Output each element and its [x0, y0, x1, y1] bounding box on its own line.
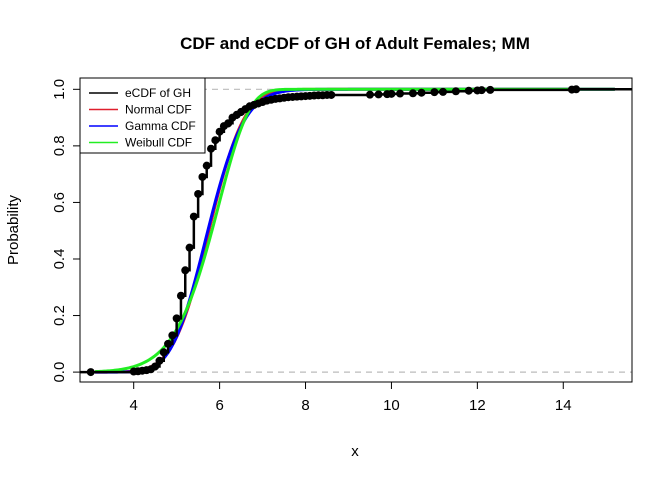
- chart-title: CDF and eCDF of GH of Adult Females; MM: [180, 34, 530, 53]
- ecdf-point: [365, 90, 374, 99]
- ecdf-point: [430, 88, 439, 97]
- ecdf-point: [477, 86, 486, 95]
- ecdf-point: [224, 119, 233, 128]
- x-axis: 4 6 8 10 12 14: [130, 382, 572, 414]
- x-tick-label: 12: [469, 397, 486, 414]
- plot-area: [80, 85, 632, 377]
- x-tick-label: 8: [301, 397, 309, 414]
- y-tick-label: 0.0: [51, 362, 68, 383]
- ecdf-point: [181, 266, 190, 275]
- ecdf-point: [86, 368, 95, 377]
- x-tick-label: 10: [383, 397, 400, 414]
- ecdf-point: [417, 88, 426, 97]
- ecdf-point: [486, 85, 495, 94]
- ecdf-point: [464, 86, 473, 95]
- legend-label: Gamma CDF: [125, 119, 196, 133]
- ecdf-point: [327, 90, 336, 99]
- ecdf-point: [159, 348, 168, 357]
- ecdf-point: [572, 85, 581, 94]
- y-tick-label: 0.6: [51, 192, 68, 213]
- x-axis-title: x: [351, 443, 359, 460]
- ecdf-point: [198, 172, 207, 181]
- legend: eCDF of GH Normal CDF Gamma CDF Weibull CDF: [79, 77, 206, 154]
- ecdf-point: [176, 291, 185, 300]
- ecdf-point: [172, 314, 181, 323]
- y-tick-label: 1.0: [51, 79, 68, 100]
- ecdf-point: [387, 89, 396, 98]
- ecdf-point: [451, 87, 460, 96]
- y-tick-label: 0.2: [51, 305, 68, 326]
- ecdf-point: [215, 127, 224, 136]
- ecdf-point: [189, 212, 198, 221]
- ecdf-point: [185, 243, 194, 252]
- y-tick-label: 0.4: [51, 249, 68, 270]
- y-tick-label: 0.8: [51, 135, 68, 156]
- y-axis-title: Probability: [5, 194, 22, 265]
- ecdf-point: [408, 89, 417, 98]
- ecdf-point: [168, 331, 177, 340]
- legend-box: [79, 77, 206, 154]
- ecdf-points: [86, 85, 581, 377]
- y-axis: 0.0 0.2 0.4 0.6 0.8 1.0: [51, 79, 80, 383]
- ecdf-point: [164, 339, 173, 348]
- ecdf-point: [438, 87, 447, 96]
- ecdf-point: [151, 362, 160, 371]
- ecdf-point: [202, 161, 211, 170]
- ecdf-point: [396, 89, 405, 98]
- ecdf-point: [374, 90, 383, 99]
- legend-label: Weibull CDF: [125, 136, 192, 150]
- legend-label: Normal CDF: [125, 103, 192, 117]
- legend-label: eCDF of GH: [125, 86, 191, 100]
- ecdf-point: [207, 144, 216, 153]
- x-tick-label: 4: [130, 397, 138, 414]
- plot-frame: [79, 77, 633, 383]
- ecdf-point: [155, 356, 164, 365]
- x-tick-label: 14: [555, 397, 572, 414]
- x-tick-label: 6: [215, 397, 223, 414]
- ecdf-point: [211, 136, 220, 145]
- ecdf-point: [194, 189, 203, 198]
